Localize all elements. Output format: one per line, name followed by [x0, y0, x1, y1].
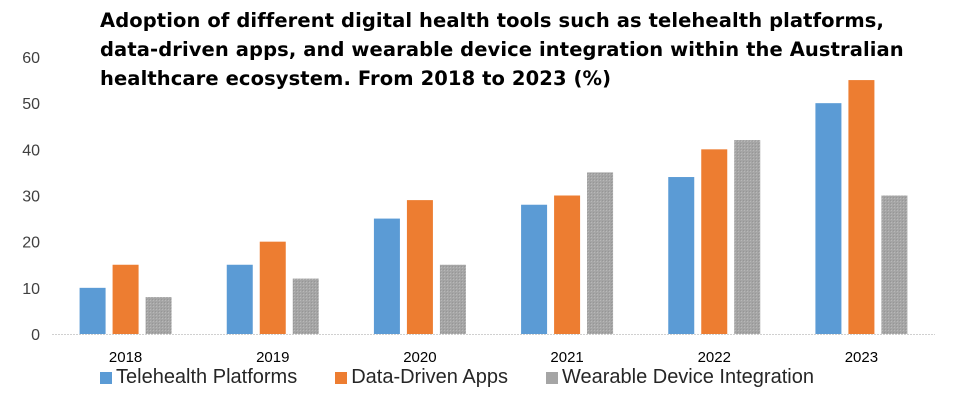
bar-wearable-device-integration: Wearable Device Integration 2020: 15 — [439, 264, 466, 334]
bar-telehealth-platforms: Telehealth Platforms 2018: 10 — [79, 287, 106, 334]
legend-swatch-data-driven-apps — [335, 371, 348, 384]
x-tick-label: 2022 — [698, 349, 731, 366]
bar-wearable-device-integration: Wearable Device Integration 2022: 42 — [734, 140, 761, 334]
bar-telehealth-platforms: Telehealth Platforms 2021: 28 — [521, 204, 548, 334]
chart-title-line: data-driven apps, and wearable device in… — [100, 38, 904, 61]
x-tick-label: 2020 — [403, 349, 436, 366]
chart-title-line: healthcare ecosystem. From 2018 to 2023 … — [100, 67, 612, 90]
bar-data-driven-apps: Data-Driven Apps 2023: 55 — [848, 80, 875, 334]
y-tick-label: 60 — [22, 50, 40, 67]
bar-wearable-device-integration: Wearable Device Integration 2023: 30 — [881, 195, 908, 334]
y-tick-label: 0 — [31, 327, 40, 344]
y-tick-label: 30 — [22, 189, 40, 206]
legend-label: Wearable Device Integration — [561, 366, 814, 388]
bar-wearable-device-integration: Wearable Device Integration 2018: 8 — [145, 297, 172, 334]
bar-data-driven-apps: Data-Driven Apps 2021: 30 — [554, 195, 581, 334]
legend-swatch-telehealth — [100, 371, 112, 384]
bar-data-driven-apps: Data-Driven Apps 2018: 15 — [112, 264, 139, 334]
legend-item-wearable[interactable]: Wearable Device Integration — [545, 366, 814, 389]
legend-item-telehealth[interactable]: Telehealth Platforms — [100, 366, 297, 389]
x-tick-label: 2021 — [550, 349, 583, 366]
y-tick-label: 50 — [22, 96, 40, 113]
bar-wearable-device-integration: Wearable Device Integration 2021: 35 — [587, 172, 614, 334]
bar-wearable-device-integration: Wearable Device Integration 2019: 12 — [292, 278, 319, 334]
y-tick-label: 10 — [22, 281, 40, 298]
legend-label: Telehealth Platforms — [116, 366, 298, 388]
legend-item-data-driven-apps[interactable]: Data-Driven Apps — [335, 366, 508, 389]
legend: Telehealth Platforms Data-Driven Apps We… — [100, 366, 852, 389]
y-tick-label: 20 — [22, 235, 40, 252]
x-tick-label: 2018 — [109, 349, 142, 366]
bar-telehealth-platforms: Telehealth Platforms 2022: 34 — [668, 177, 695, 334]
legend-label: Data-Driven Apps — [351, 366, 508, 388]
bar-data-driven-apps: Data-Driven Apps 2019: 20 — [259, 241, 286, 334]
bar-data-driven-apps: Data-Driven Apps 2020: 29 — [406, 200, 433, 334]
x-tick-label: 2023 — [845, 349, 878, 366]
bar-telehealth-platforms: Telehealth Platforms 2023: 50 — [815, 103, 842, 335]
chart-title-line: Adoption of different digital health too… — [100, 9, 885, 32]
y-tick-label: 40 — [22, 142, 40, 159]
chart-title: Adoption of different digital health too… — [100, 6, 950, 93]
bar-telehealth-platforms: Telehealth Platforms 2019: 15 — [226, 264, 253, 334]
bar-data-driven-apps: Data-Driven Apps 2022: 40 — [701, 149, 728, 334]
legend-swatch-wearable — [545, 371, 558, 384]
bar-telehealth-platforms: Telehealth Platforms 2020: 25 — [373, 218, 400, 334]
x-tick-label: 2019 — [256, 349, 289, 366]
